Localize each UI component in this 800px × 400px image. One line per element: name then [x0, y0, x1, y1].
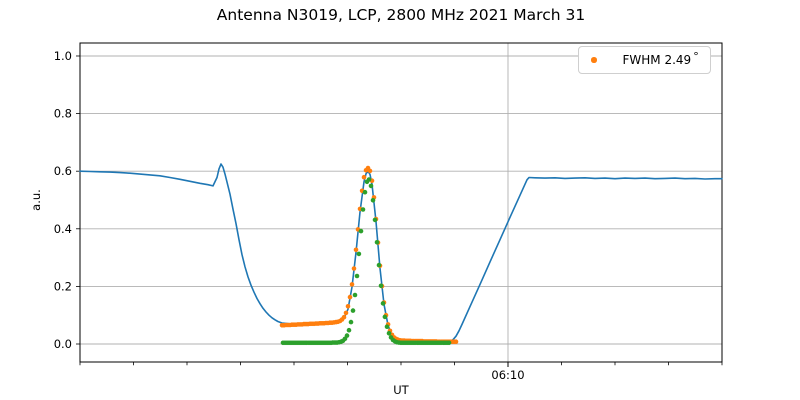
fwhm-scatter-dot — [453, 339, 459, 345]
y-tick-label: 0.4 — [54, 222, 72, 236]
fwhm-scatter-dot — [367, 168, 373, 174]
fit-scatter-dot — [384, 324, 390, 330]
fwhm-scatter-dot — [345, 304, 351, 309]
fit-scatter-dot — [380, 301, 386, 306]
fit-scatter-dot — [358, 228, 364, 234]
y-tick-label: 0.6 — [54, 164, 72, 178]
legend: FWHM 2.49 ° — [578, 46, 711, 74]
fit-scatter-dot — [356, 251, 362, 257]
fit-scatter-dot — [372, 217, 378, 223]
fit-scatter-dot — [344, 333, 350, 338]
fwhm-scatter-dot — [351, 266, 357, 271]
fit-scatter-dot — [382, 314, 388, 320]
legend-marker-icon — [591, 57, 597, 63]
fit-scatter-dot — [376, 262, 382, 268]
fit-scatter-dot — [378, 283, 384, 289]
signal-line — [79, 163, 723, 344]
fit-scatter-dot — [446, 340, 452, 346]
fit-scatter-dot — [346, 327, 352, 333]
fit-scatter-dot — [386, 331, 392, 336]
fit-scatter-dot — [360, 207, 366, 212]
fwhm-scatter-dot — [347, 294, 353, 300]
fit-scatter-dot — [368, 183, 374, 189]
fwhm-scatter-dot — [353, 247, 359, 253]
x-axis-label: UT — [393, 383, 409, 397]
chart-title: Antenna N3019, LCP, 2800 MHz 2021 March … — [216, 6, 586, 24]
y-tick-label: 0.8 — [54, 107, 72, 121]
degree-symbol: ° — [693, 50, 699, 63]
fit-scatter-dot — [352, 292, 358, 298]
y-tick-label: 0.2 — [54, 279, 72, 293]
fwhm-scatter-dot — [349, 282, 355, 287]
fit-scatter-dot — [354, 273, 360, 279]
fit-scatter-dot — [362, 189, 368, 195]
fit-scatter-dot — [370, 198, 376, 203]
fwhm-scatter-dot — [341, 314, 347, 320]
fit-scatter-dot — [348, 319, 354, 325]
fwhm-scatter-dot — [361, 174, 367, 180]
fit-scatter-dot — [374, 240, 380, 245]
y-tick-label: 1.0 — [54, 49, 72, 63]
plot-border — [79, 42, 723, 363]
fit-scatter-dot — [350, 308, 356, 313]
fwhm-scatter-dot — [343, 310, 349, 316]
y-tick-label: 0.0 — [54, 337, 72, 351]
legend-label: FWHM 2.49 ° — [622, 50, 699, 67]
fit-scatter-dot — [366, 177, 372, 182]
x-tick-label: 06:10 — [491, 368, 524, 382]
